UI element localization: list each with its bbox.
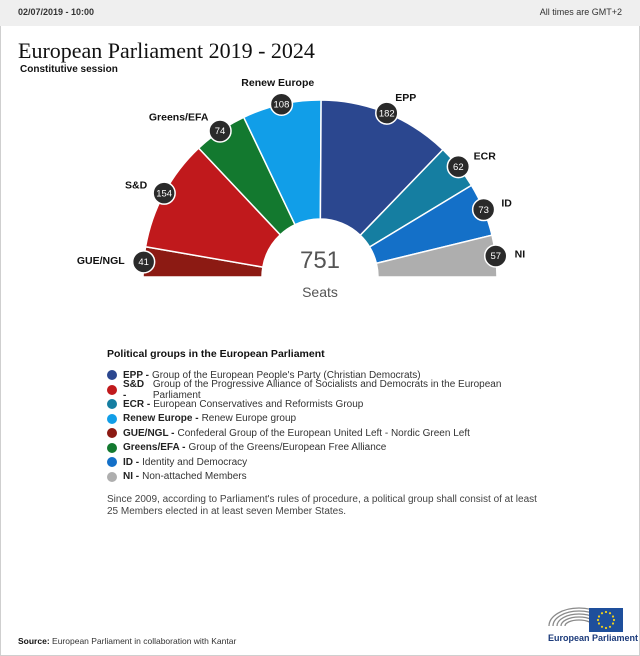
seat-count-badge — [483, 244, 508, 268]
legend-color-dot — [107, 413, 117, 424]
hemicycle-chart: 41 154 74 108 182 62 73 57 GUE/NGL S&D Greens/EFA… — [77, 77, 526, 300]
page-subtitle: Constitutive session — [20, 64, 118, 75]
legend-item: S&D - Group of the Progressive Alliance o… — [107, 379, 547, 401]
legend-title: Political groups in the European Parliam… — [107, 348, 325, 360]
top-bar: 02/07/2019 - 10:00 All times are GMT+2 — [0, 0, 640, 26]
legend-abbr: Greens/EFA - — [123, 442, 186, 454]
source-line: Source: European Parliament in collabora… — [18, 636, 236, 646]
legend-abbr: GUE/NGL - — [123, 427, 175, 439]
legend-abbr: S&D - — [123, 378, 145, 401]
rules-note: Since 2009, according to Parliament's ru… — [107, 494, 537, 517]
seat-count-badge — [471, 197, 496, 222]
group-label: S&D — [125, 180, 148, 192]
group-label: Renew Europe — [241, 77, 314, 89]
group-label: EPP — [395, 92, 416, 104]
group-label: Greens/EFA — [149, 111, 209, 123]
legend-desc: Non-attached Members — [142, 471, 247, 483]
seat-count-label: 62 — [453, 162, 464, 173]
legend-color-dot — [107, 428, 117, 439]
legend-abbr: EPP - — [123, 369, 149, 381]
seat-count-label: 154 — [156, 188, 172, 199]
legend-abbr: Renew Europe - — [123, 413, 199, 425]
legend-item: ECR - European Conservatives and Reformis… — [107, 397, 547, 412]
group-label: NI — [515, 248, 526, 260]
seat-count-label: 73 — [478, 205, 489, 216]
legend-desc: Group of the European People's Party (Ch… — [151, 369, 421, 381]
legend-list: EPP - Group of the European People's Part… — [107, 368, 547, 484]
seat-count-label: 108 — [274, 100, 290, 111]
legend-abbr: ECR - — [123, 398, 151, 410]
legend-desc: Identity and Democracy — [142, 456, 248, 468]
date-stamp: 02/07/2019 - 10:00 — [18, 7, 95, 17]
legend-desc: Renew Europe group — [201, 413, 297, 425]
total-seats-value: 751 — [300, 247, 340, 274]
legend-color-dot — [107, 384, 117, 395]
group-label: GUE/NGL — [77, 255, 125, 267]
timezone-note: All times are GMT+2 — [539, 7, 622, 17]
hemicycle-segment — [319, 99, 444, 237]
legend-item: Greens/EFA - Group of the Greens/European… — [107, 441, 547, 456]
seat-count-badge — [208, 119, 232, 143]
legend-color-dot — [107, 471, 117, 482]
seat-count-badge — [375, 101, 399, 125]
seat-count-badge — [269, 92, 294, 117]
legend-item: NI - Non-attached Members — [107, 470, 547, 485]
legend-color-dot — [107, 457, 117, 468]
legend-item: GUE/NGL - Confederal Group of the Europea… — [107, 426, 547, 441]
legend-item: EPP - Group of the European People's Part… — [107, 368, 547, 383]
legend-item: Renew Europe - Renew Europe group — [107, 412, 547, 427]
logo-text: European Parliament — [548, 633, 639, 643]
legend-abbr: NI - — [123, 471, 140, 483]
legend-desc: Confederal Group of the European United … — [177, 427, 470, 439]
group-label: ECR — [474, 150, 497, 162]
page-title: European Parliament 2019 - 2024 — [18, 38, 315, 63]
seat-count-badge — [152, 181, 176, 205]
european-parliament-logo — [548, 607, 623, 632]
legend-color-dot — [107, 442, 117, 453]
seat-count-badge — [446, 154, 471, 179]
hemicycle-segment — [144, 147, 282, 268]
legend-color-dot — [107, 370, 117, 381]
legend: Political groups in the European Parliam… — [107, 348, 547, 518]
source-label: Source: — [18, 636, 50, 646]
total-seats-label: Seats — [302, 284, 338, 300]
group-label: ID — [501, 198, 512, 210]
seat-count-label: 41 — [138, 257, 149, 268]
seat-count-label: 182 — [379, 108, 395, 119]
legend-item: ID - Identity and Democracy — [107, 455, 547, 470]
legend-abbr: ID - — [123, 456, 140, 468]
seat-count-badge — [131, 250, 156, 274]
seat-count-label: 57 — [490, 251, 501, 262]
legend-desc: Group of the Progressive Alliance of Soc… — [152, 378, 502, 401]
legend-desc: Group of the Greens/European Free Allian… — [188, 442, 387, 454]
legend-desc: European Conservatives and Reformists Gr… — [153, 398, 364, 410]
legend-color-dot — [107, 399, 117, 410]
source-text: European Parliament in collaboration wit… — [52, 636, 237, 646]
seat-count-label: 74 — [215, 126, 226, 137]
